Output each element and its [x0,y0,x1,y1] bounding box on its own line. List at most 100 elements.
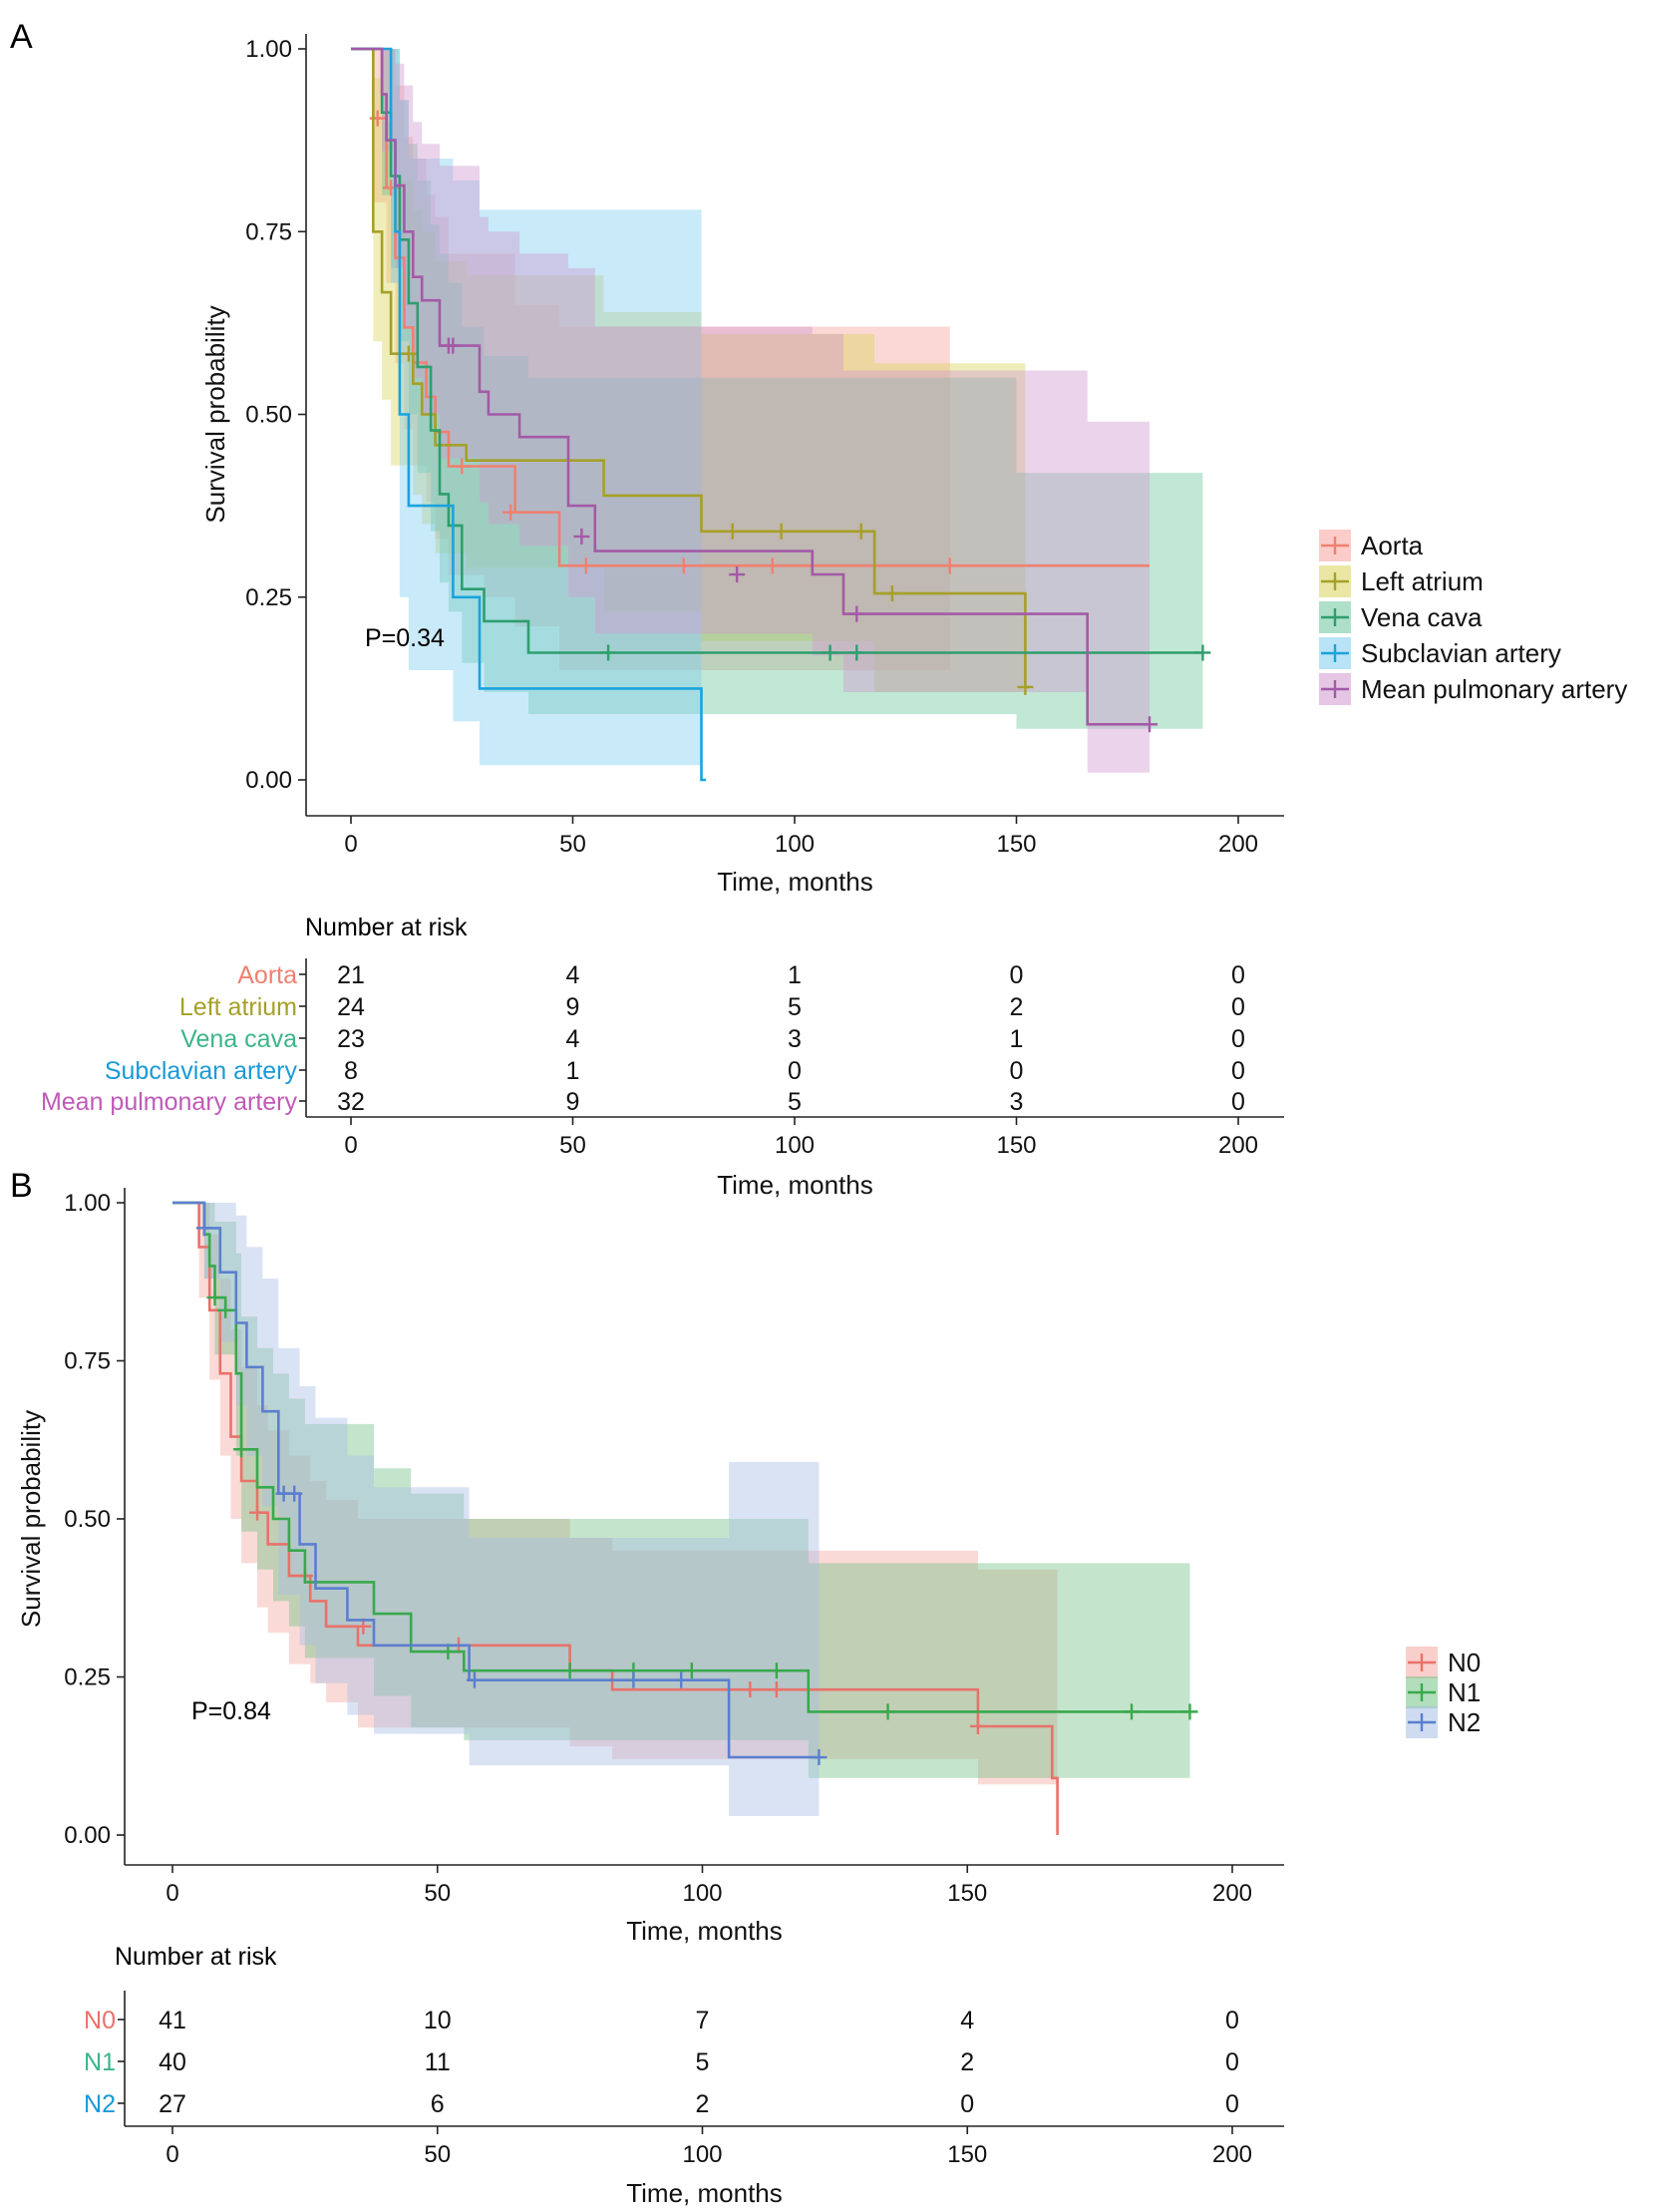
a-censor-2-2 [848,644,865,661]
a-curve-4 [351,47,1150,726]
b-risk-xtick-label-3: 150 [947,2141,987,2168]
a-censor-4-3 [729,566,746,583]
b-y-axis-title: Survival probability [16,1410,46,1628]
a-curve-0 [351,47,1150,567]
panel-b-p-value-text: P=0.84 [191,1697,271,1725]
a-curve-2 [351,47,1203,654]
a-risk-count-4-2: 5 [788,1088,802,1116]
a-band-1 [351,49,1026,766]
b-censor-1-6 [683,1662,700,1679]
b-x-axis-title: Time, months [626,1916,783,1946]
b-censor-2-6 [811,1749,828,1766]
a-xtick-label-3: 150 [996,831,1036,858]
b-band-1 [172,1203,1190,1778]
a-legend-label-4: Mean pulmonary artery [1361,674,1627,704]
b-risk-row-label-1: N1 [84,2048,116,2076]
a-censor-1-3 [852,523,869,540]
a-band-2 [351,49,1203,729]
a-censor-0-6 [764,557,781,574]
a-legend-mark-3 [1321,644,1349,662]
a-risk-count-2-1: 4 [566,1025,580,1053]
a-band-4 [351,49,1150,773]
a-censor-0-7 [941,557,958,574]
a-legend-mark-2 [1321,608,1349,626]
b-legend-mark-2 [1408,1713,1436,1731]
b-censor-2-2 [286,1485,303,1502]
b-censor-1-10 [1181,1703,1198,1720]
b-legend-mark-1 [1408,1683,1436,1701]
a-censor-1-1 [724,523,741,540]
b-risk-count-2-3: 0 [960,2090,974,2118]
panel-b-p-value: P=0.84 [191,1697,271,1725]
b-curve-0 [172,1201,1059,1835]
b-risk-xtick-label-0: 0 [166,2141,178,2168]
a-risk-count-3-3: 0 [1010,1057,1024,1085]
a-risk-count-0-0: 21 [337,961,365,989]
b-risk-count-1-4: 0 [1225,2048,1239,2076]
b-risk-count-1-3: 2 [960,2048,974,2076]
a-censor-2-3 [1194,644,1211,661]
a-risk-count-4-1: 9 [566,1088,580,1116]
a-risk-xtick-label-2: 100 [775,1132,815,1159]
b-censor-1-2 [233,1441,250,1458]
b-censor-2-3 [466,1671,483,1688]
a-xtick-label-1: 50 [559,831,586,858]
a-ytick-label-3: 0.75 [245,218,292,245]
a-ytick-label-0: 0.00 [245,767,292,794]
a-censor-0-5 [675,557,692,574]
b-censor-0-6 [969,1717,986,1734]
panel-b-label: B [10,1167,33,1205]
a-risk-xtick-label-3: 150 [996,1132,1036,1159]
a-censor-2-1 [822,644,838,661]
a-xtick-label-2: 100 [775,831,815,858]
a-censor-0-3 [502,504,519,521]
a-risk-count-2-0: 23 [337,1025,365,1053]
a-risk-count-2-4: 0 [1231,1025,1245,1053]
b-censor-1-1 [217,1301,234,1318]
a-risk-count-1-1: 9 [566,993,580,1021]
a-censor-4-2 [573,528,590,545]
b-risk-count-1-2: 5 [696,2048,710,2076]
b-risk-count-0-2: 7 [696,2007,710,2034]
b-censor-0-0 [249,1504,266,1521]
a-risk-row-label-1: Left atrium [179,993,297,1021]
a-risk-count-3-0: 8 [344,1057,358,1085]
a-censor-0-4 [577,557,594,574]
a-censor-0-2 [454,458,471,475]
a-risk-xtick-label-4: 200 [1218,1132,1258,1159]
b-ytick-label-0: 0.00 [64,1822,111,1849]
b-legend-label-1: N1 [1448,1677,1481,1707]
a-xtick-label-0: 0 [344,831,357,858]
a-risk-count-2-2: 3 [788,1025,802,1053]
a-risk-count-4-4: 0 [1231,1088,1245,1116]
a-y-axis-title: Survival probability [200,305,230,523]
a-risk-count-3-1: 1 [566,1057,580,1085]
a-risk-count-1-3: 2 [1010,993,1024,1021]
b-risk-count-2-4: 0 [1225,2090,1239,2118]
b-censor-1-0 [206,1290,223,1306]
a-censor-4-5 [1142,716,1158,733]
b-risk-x-axis-title: Time, months [626,2178,783,2208]
panel-a-plot: 0.00 0.25 0.50 0.75 1.00 0 50 100 150 200 Time, mo… [200,34,1284,897]
a-censor-1-4 [883,585,900,602]
b-risk-count-0-3: 4 [960,2007,974,2034]
a-ytick-label-1: 0.25 [245,584,292,611]
b-censor-0-5 [768,1681,785,1698]
a-censor-4-4 [848,605,865,622]
b-risk-xtick-label-1: 50 [424,2141,451,2168]
a-x-axis-title: Time, months [717,867,873,897]
a-legend-label-0: Aorta [1361,531,1424,560]
b-censor-2-0 [195,1220,212,1237]
a-risk-count-1-2: 5 [788,993,802,1021]
b-risk-xtick-label-2: 100 [682,2141,722,2168]
b-risk-row-label-2: N2 [84,2090,116,2118]
a-legend-label-1: Left atrium [1361,566,1484,596]
b-censor-0-4 [742,1681,759,1698]
a-ytick-label-2: 0.50 [245,402,292,429]
b-band-0 [172,1203,1058,1835]
a-risk-row-label-3: Subclavian artery [105,1057,298,1085]
b-risk-count-0-1: 10 [424,2007,452,2034]
panel-a-label: A [10,18,33,56]
